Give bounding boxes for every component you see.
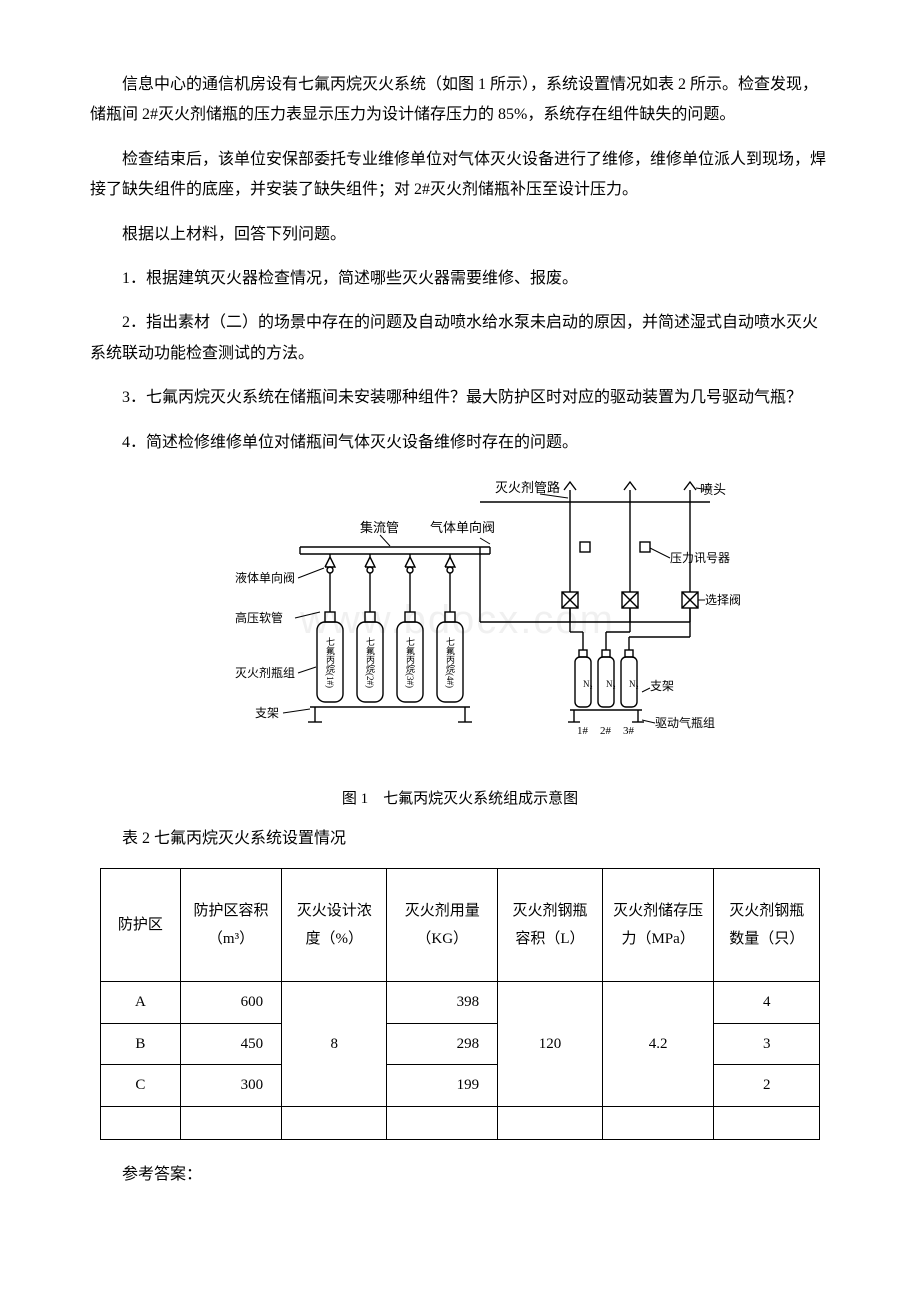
paragraph: 信息中心的通信机房设有七氟丙烷灭火系统（如图 1 所示），系统设置情况如表 2 … <box>90 70 830 131</box>
label-yetidanxiang: 液体单向阀 <box>235 570 295 585</box>
col-conc: 灭火设计浓度（%） <box>282 869 387 982</box>
table-row: A 600 8 398 120 4.2 4 <box>101 982 820 1024</box>
question-4: 4．简述检修维修单位对储瓶间气体灭火设备维修时存在的问题。 <box>90 428 830 458</box>
cell: 600 <box>180 982 281 1024</box>
answer-heading: 参考答案： <box>90 1160 830 1190</box>
svg-text:N₂: N₂ <box>606 679 616 689</box>
label-cyl4: 七氟丙烷(4#) <box>445 637 455 688</box>
diagram-svg: 灭火剂管路 喷头 压力讯号器 选择阀 <box>180 472 740 772</box>
label-cyl2: 七氟丙烷(2#) <box>365 637 375 688</box>
label-jiliu: 集流管 <box>360 520 399 535</box>
col-count: 灭火剂钢瓶数量（只） <box>714 869 820 982</box>
label-cyl1: 七氟丙烷(1#) <box>325 637 335 688</box>
question-1: 1．根据建筑灭火器检查情况，简述哪些灭火器需要维修、报废。 <box>90 264 830 294</box>
label-yalixunhao: 压力讯号器 <box>670 551 730 565</box>
label-gaoyaruanguan: 高压软管 <box>235 610 283 625</box>
cell: 8 <box>282 982 387 1107</box>
question-3: 3．七氟丙烷灭火系统在储瓶间未安装哪种组件？最大防护区时对应的驱动装置为几号驱动… <box>90 383 830 413</box>
label-d2: 2# <box>600 725 612 737</box>
label-zhijia: 支架 <box>255 706 279 720</box>
svg-text:N₂: N₂ <box>583 679 593 689</box>
cell: A <box>101 982 181 1024</box>
paragraph: 根据以上材料，回答下列问题。 <box>90 220 830 250</box>
system-diagram: www.bdocx.com 灭火剂管路 喷头 压力讯号器 选择阀 <box>90 472 830 814</box>
col-vol: 防护区容积（m³） <box>180 869 281 982</box>
cell: 2 <box>714 1065 820 1107</box>
cell: 298 <box>387 1023 498 1065</box>
cell: 3 <box>714 1023 820 1065</box>
cell: 4 <box>714 982 820 1024</box>
paragraph: 检查结束后，该单位安保部委托专业维修单位对气体灭火设备进行了维修，维修单位派人到… <box>90 145 830 206</box>
diagram-caption: 图 1 七氟丙烷灭火系统组成示意图 <box>90 785 830 814</box>
label-miehuoguan: 灭火剂管路 <box>495 480 560 495</box>
cell: 300 <box>180 1065 281 1107</box>
settings-table: 防护区 防护区容积（m³） 灭火设计浓度（%） 灭火剂用量（KG） 灭火剂钢瓶容… <box>100 868 820 1140</box>
question-2: 2．指出素材（二）的场景中存在的问题及自动喷水给水泵未启动的原因，并简述湿式自动… <box>90 308 830 369</box>
cell: B <box>101 1023 181 1065</box>
cell: 450 <box>180 1023 281 1065</box>
cell: 120 <box>498 982 603 1107</box>
label-qudongpingzu: 驱动气瓶组 <box>655 715 715 730</box>
label-miehuopingzu: 灭火剂瓶组 <box>235 665 295 680</box>
col-dose: 灭火剂用量（KG） <box>387 869 498 982</box>
table-title: 表 2 七氟丙烷灭火系统设置情况 <box>90 824 830 854</box>
label-d1: 1# <box>577 725 589 737</box>
label-xuanzefa: 选择阀 <box>705 593 740 607</box>
col-cylvol: 灭火剂钢瓶容积（L） <box>498 869 603 982</box>
label-zhijia2: 支架 <box>650 679 674 693</box>
svg-text:N₂: N₂ <box>629 679 639 689</box>
cell: 398 <box>387 982 498 1024</box>
cell: 4.2 <box>602 982 714 1107</box>
cell: C <box>101 1065 181 1107</box>
label-cyl3: 七氟丙烷(3#) <box>405 637 415 688</box>
cell: 199 <box>387 1065 498 1107</box>
label-d3: 3# <box>623 725 635 737</box>
col-zone: 防护区 <box>101 869 181 982</box>
table-row-empty <box>101 1106 820 1139</box>
col-press: 灭火剂储存压力（MPa） <box>602 869 714 982</box>
table-header-row: 防护区 防护区容积（m³） 灭火设计浓度（%） 灭火剂用量（KG） 灭火剂钢瓶容… <box>101 869 820 982</box>
label-qitidanxiang: 气体单向阀 <box>430 520 495 535</box>
